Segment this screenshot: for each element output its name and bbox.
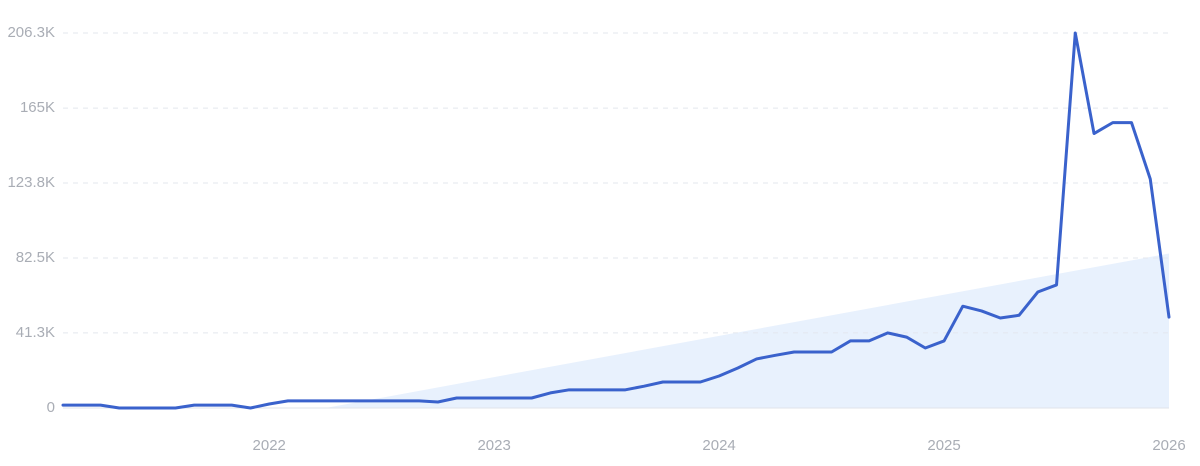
y-tick-label: 165K xyxy=(20,99,55,116)
y-tick-label: 206.3K xyxy=(7,24,55,41)
x-tick-label: 2026 xyxy=(1152,437,1185,454)
y-tick-label: 41.3K xyxy=(16,324,55,341)
y-tick-label: 123.8K xyxy=(7,174,55,191)
series-line xyxy=(61,31,1171,410)
x-tick-label: 2024 xyxy=(702,437,735,454)
y-tick-label: 0 xyxy=(47,399,55,416)
x-tick-label: 2023 xyxy=(477,437,510,454)
trend-area xyxy=(325,253,1169,408)
y-tick-label: 82.5K xyxy=(16,249,55,266)
x-tick-label: 2022 xyxy=(253,437,286,454)
x-tick-label: 2025 xyxy=(927,437,960,454)
